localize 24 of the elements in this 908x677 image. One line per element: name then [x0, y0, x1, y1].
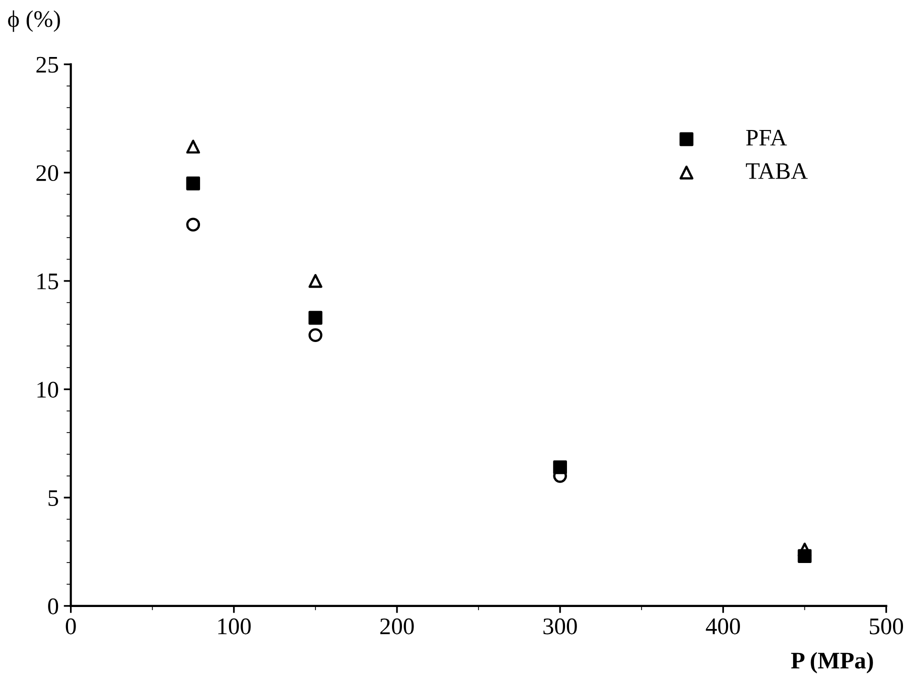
point: [798, 549, 812, 564]
point: [308, 328, 322, 342]
legend-label: PFA: [746, 130, 787, 146]
y-tick-label: 10: [37, 382, 58, 398]
point: [186, 140, 200, 154]
y-tick-label: 15: [37, 274, 58, 290]
y-axis-title: ϕ (%): [8, 10, 60, 32]
point: [186, 218, 200, 232]
x-tick-label: 200: [380, 618, 414, 634]
y-tick-label: 20: [36, 165, 58, 182]
y-tick-label: 5: [48, 490, 58, 506]
y-tick-label: 0: [48, 598, 58, 614]
point: [186, 176, 200, 190]
x-axis-title: P (MPa): [791, 652, 873, 674]
x-tick-label: 100: [218, 618, 251, 634]
x-tick-label: 300: [543, 618, 577, 634]
legend-label: TABA: [746, 163, 808, 179]
x-tick-label: 400: [706, 618, 740, 634]
x-tick-label: 500: [870, 618, 904, 634]
point: [308, 274, 322, 288]
point: [308, 310, 322, 325]
point: [553, 460, 567, 474]
y-tick-label: 25: [36, 56, 58, 73]
x-tick-label: 0: [66, 618, 76, 634]
